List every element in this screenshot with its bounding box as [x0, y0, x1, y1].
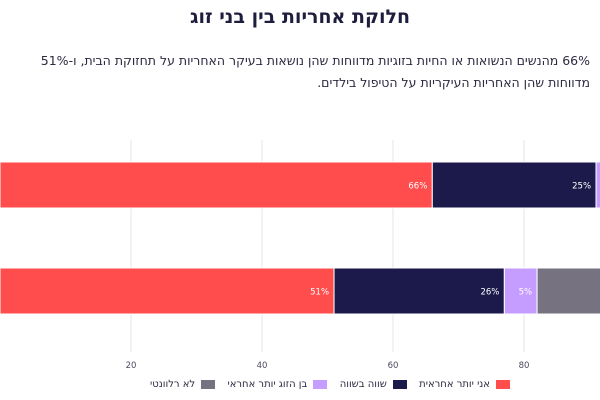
bar-row2-series2	[333, 267, 505, 315]
bar-row1-series1	[0, 161, 433, 209]
legend-item-equal: שווה בשווה	[340, 379, 407, 390]
chart-title: חלוקת אחריות בין בני זוג	[189, 6, 411, 28]
bar-row2-series1	[0, 267, 335, 315]
x-tick-label-20: 20	[126, 361, 137, 370]
x-tick-label-60: 60	[388, 361, 399, 370]
chart-subtitle: 66% מהנשים הנשואות או החיות בזוגיות מדוו…	[40, 53, 590, 90]
legend-item-partner: בן הזוג יותר אחראי	[227, 378, 328, 390]
legend-item-mostly-me: אני יותר אחראית	[419, 379, 510, 390]
bar-row2-series4	[536, 267, 600, 315]
bar-row2-series3	[503, 267, 538, 315]
legend-label-mostly-me: אני יותר אחראית	[419, 378, 490, 390]
legend-swatch-equal	[392, 379, 407, 389]
data-label-row2-series3: 5%	[519, 288, 533, 298]
legend-swatch-mostly-me	[496, 379, 510, 389]
legend-swatch-partner	[313, 379, 328, 389]
stacked-bar-chart: 66% 25% 51% 26% 5% 20 40 60 80	[0, 140, 600, 370]
bar-row1-series3	[595, 161, 600, 209]
x-tick-label-40: 40	[257, 361, 268, 370]
bar-row1-series2	[431, 161, 597, 209]
chart-legend: אני יותר אחראית שווה בשווה בן הזוג יותר …	[150, 376, 510, 392]
data-label-row1-series2: 25%	[572, 182, 591, 192]
x-tick-label-80: 80	[519, 361, 530, 370]
legend-item-not-relevant: לא רלוונטי	[150, 378, 216, 390]
data-label-row2-series1: 51%	[310, 288, 329, 298]
legend-label-equal: שווה בשווה	[339, 378, 387, 390]
legend-label-not-relevant: לא רלוונטי	[150, 378, 196, 390]
legend-label-partner: בן הזוג יותר אחראי	[227, 378, 308, 390]
data-label-row1-series1: 66%	[408, 182, 427, 192]
legend-swatch-not-relevant	[201, 379, 216, 389]
data-label-row2-series2: 26%	[480, 288, 499, 298]
